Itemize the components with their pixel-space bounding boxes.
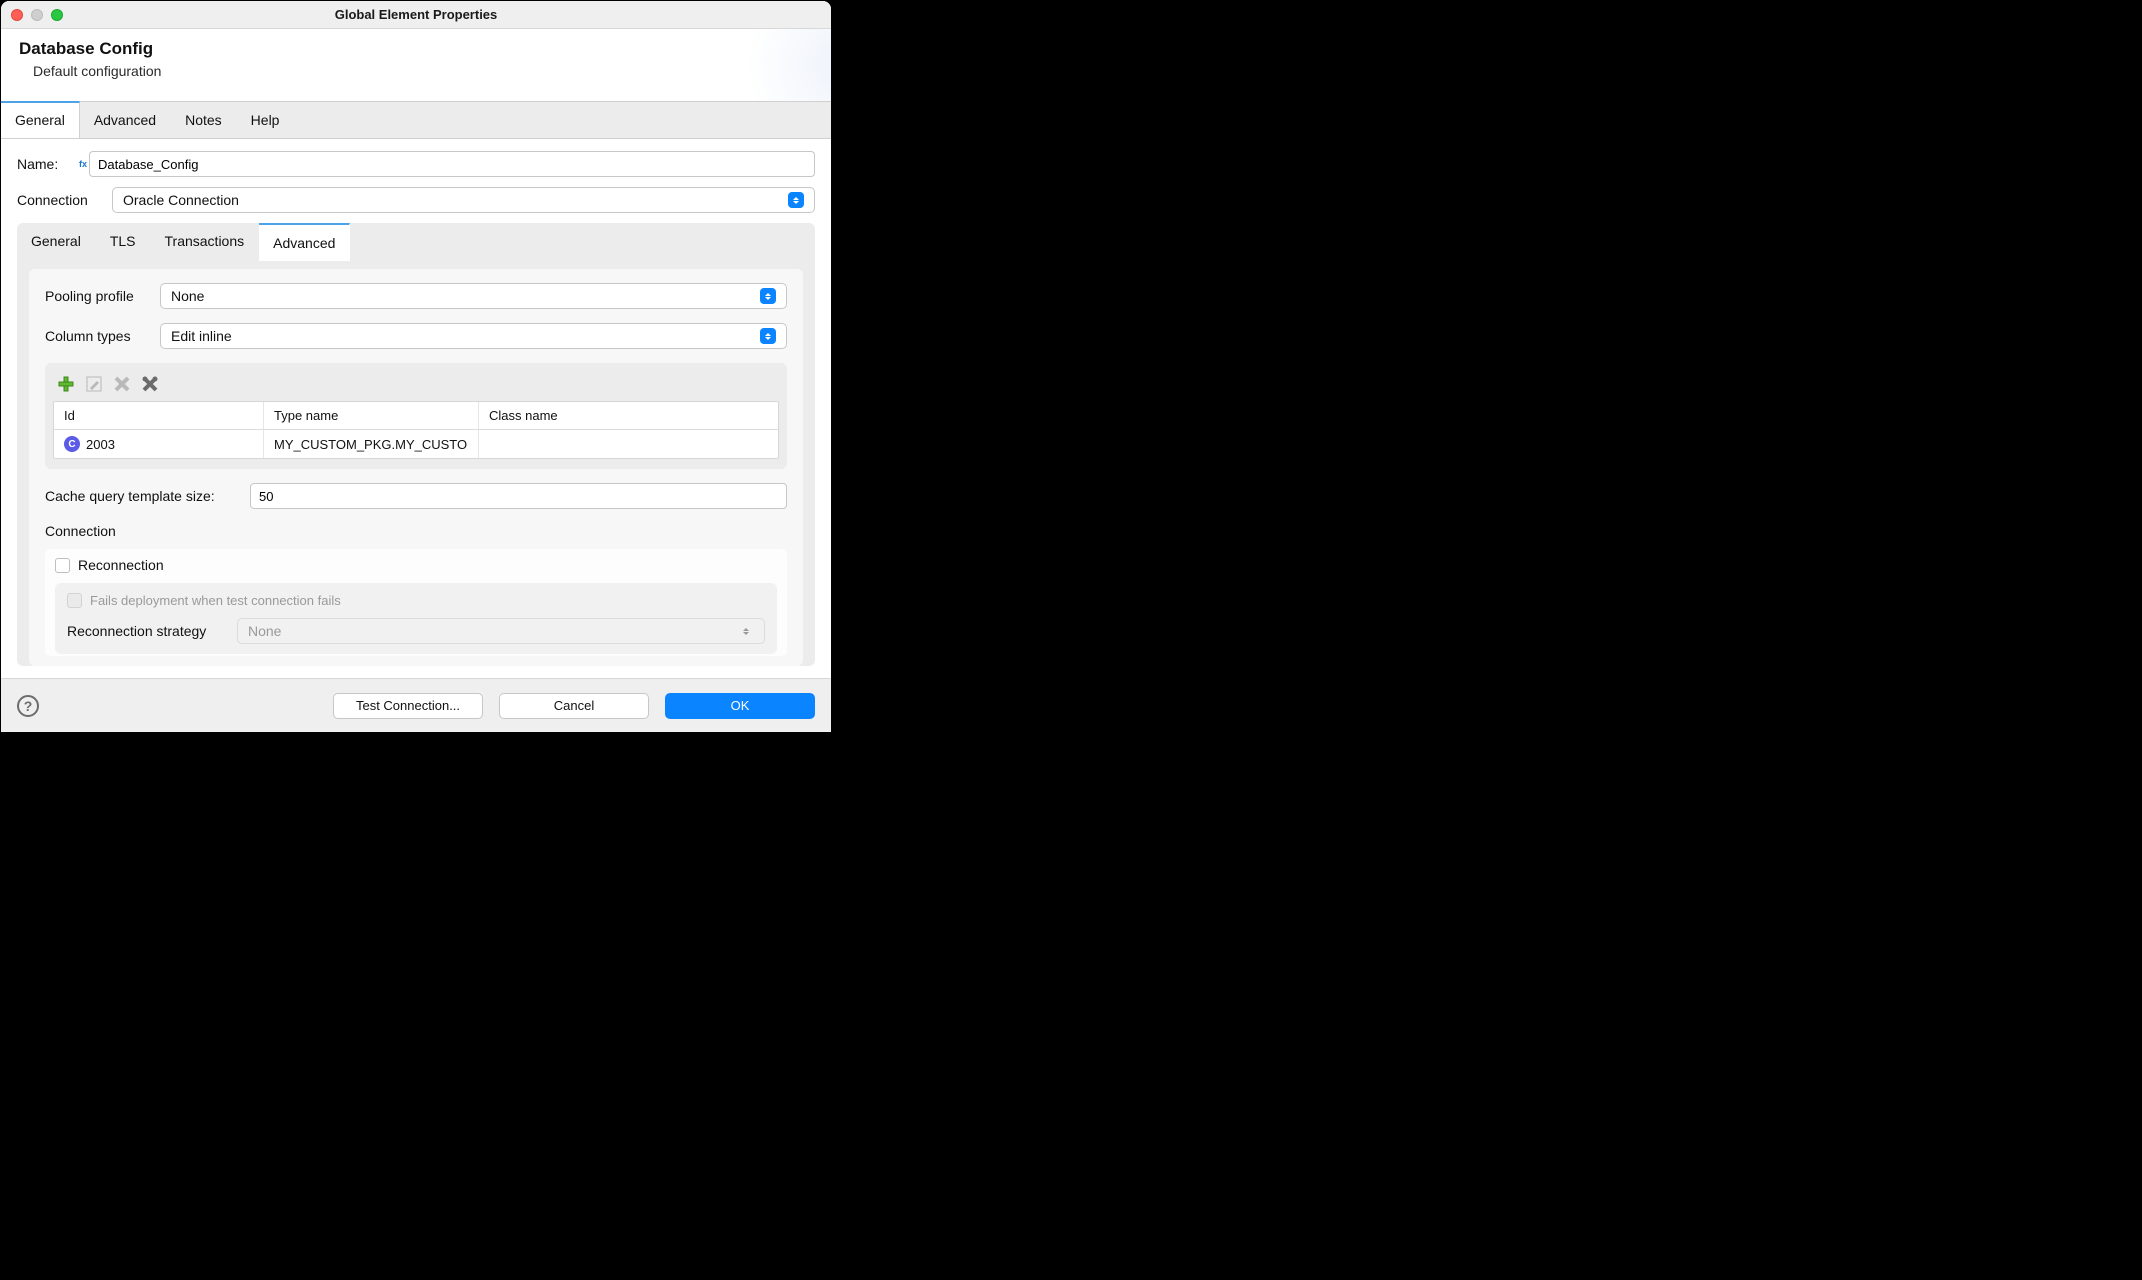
fails-row: Fails deployment when test connection fa…	[67, 593, 765, 608]
reconnection-label: Reconnection	[78, 557, 164, 573]
inner-tab-advanced[interactable]: Advanced	[259, 223, 350, 261]
tab-label: Advanced	[273, 235, 335, 251]
pooling-row: Pooling profile None	[45, 283, 787, 309]
dropdown-arrow-icon	[760, 288, 776, 304]
reconnection-subbox: Fails deployment when test connection fa…	[55, 583, 777, 654]
column-types-row: Column types Edit inline	[45, 323, 787, 349]
dialog-header: Database Config Default configuration	[1, 29, 831, 101]
inner-tab-transactions[interactable]: Transactions	[151, 223, 260, 261]
connection-value: Oracle Connection	[123, 192, 239, 208]
add-row-button[interactable]	[57, 375, 75, 393]
dialog-footer: ? Test Connection... Cancel OK	[1, 678, 831, 732]
struct-icon: C	[64, 436, 80, 452]
column-types-value: Edit inline	[171, 328, 232, 344]
test-connection-button[interactable]: Test Connection...	[333, 693, 483, 719]
window-title: Global Element Properties	[1, 7, 831, 22]
connection-row: Connection Oracle Connection	[17, 187, 815, 213]
button-label: Cancel	[554, 698, 594, 713]
strategy-value: None	[248, 623, 281, 639]
cancel-button[interactable]: Cancel	[499, 693, 649, 719]
tab-label: General	[15, 112, 65, 128]
col-id-header[interactable]: Id	[54, 402, 264, 429]
pooling-label: Pooling profile	[45, 288, 160, 304]
column-types-table-box: Id Type name Class name C 2003 MY_CUSTOM…	[45, 363, 787, 469]
tab-label: Transactions	[165, 233, 245, 249]
connection-panel: General TLS Transactions Advanced Poolin…	[17, 223, 815, 666]
column-types-table: Id Type name Class name C 2003 MY_CUSTOM…	[53, 401, 779, 459]
tab-general[interactable]: General	[1, 101, 80, 138]
tab-advanced[interactable]: Advanced	[80, 101, 171, 138]
cell-id: C 2003	[54, 430, 264, 458]
fails-label: Fails deployment when test connection fa…	[90, 593, 341, 608]
tab-content: Name: fx Connection Oracle Connection Ge…	[1, 139, 831, 666]
dialog-window: Global Element Properties Database Confi…	[1, 1, 831, 732]
tab-label: General	[31, 233, 81, 249]
dropdown-arrow-icon	[788, 192, 804, 208]
edit-row-button[interactable]	[85, 375, 103, 393]
button-label: OK	[731, 698, 750, 713]
column-types-label: Column types	[45, 328, 160, 344]
pooling-select[interactable]: None	[160, 283, 787, 309]
reconnection-row: Reconnection	[55, 557, 777, 573]
tab-label: Notes	[185, 112, 222, 128]
strategy-select: None	[237, 618, 765, 644]
connection-select[interactable]: Oracle Connection	[112, 187, 815, 213]
inner-tab-tls[interactable]: TLS	[96, 223, 151, 261]
cell-id-value: 2003	[86, 437, 115, 452]
strategy-label: Reconnection strategy	[67, 623, 237, 639]
table-header-row: Id Type name Class name	[54, 402, 778, 430]
dropdown-arrow-icon	[760, 328, 776, 344]
name-label: Name:	[17, 156, 77, 172]
table-toolbar	[53, 371, 779, 401]
table-row[interactable]: C 2003 MY_CUSTOM_PKG.MY_CUSTO	[54, 430, 778, 458]
titlebar: Global Element Properties	[1, 1, 831, 29]
tab-notes[interactable]: Notes	[171, 101, 237, 138]
button-label: Test Connection...	[356, 698, 460, 713]
connection-section-title: Connection	[45, 523, 787, 539]
reconnection-checkbox[interactable]	[55, 558, 70, 573]
inner-tabbar: General TLS Transactions Advanced	[17, 223, 815, 261]
advanced-body: Pooling profile None Column types Edit i…	[29, 269, 803, 666]
cache-input[interactable]	[250, 483, 787, 509]
cell-classname	[479, 430, 778, 458]
fails-checkbox	[67, 593, 82, 608]
column-types-select[interactable]: Edit inline	[160, 323, 787, 349]
tools-button[interactable]	[141, 375, 159, 393]
delete-row-button[interactable]	[113, 375, 131, 393]
cache-row: Cache query template size:	[45, 483, 787, 509]
outer-tabbar: General Advanced Notes Help	[1, 101, 831, 139]
name-input[interactable]	[89, 151, 815, 177]
cache-label: Cache query template size:	[45, 488, 250, 504]
cell-typename: MY_CUSTOM_PKG.MY_CUSTO	[264, 430, 479, 458]
tab-label: Advanced	[94, 112, 156, 128]
ok-button[interactable]: OK	[665, 693, 815, 719]
fx-icon: fx	[77, 159, 89, 169]
connection-label: Connection	[17, 192, 112, 208]
tab-label: Help	[251, 112, 280, 128]
tab-label: TLS	[110, 233, 136, 249]
inner-tab-general[interactable]: General	[17, 223, 96, 261]
help-icon[interactable]: ?	[17, 695, 39, 717]
connection-box: Reconnection Fails deployment when test …	[45, 549, 787, 656]
strategy-row: Reconnection strategy None	[67, 618, 765, 644]
pooling-value: None	[171, 288, 204, 304]
col-typename-header[interactable]: Type name	[264, 402, 479, 429]
page-title: Database Config	[19, 39, 813, 59]
name-row: Name: fx	[17, 151, 815, 177]
page-subtitle: Default configuration	[19, 63, 813, 79]
col-classname-header[interactable]: Class name	[479, 402, 778, 429]
dropdown-arrow-icon	[738, 623, 754, 639]
tab-help[interactable]: Help	[237, 101, 295, 138]
